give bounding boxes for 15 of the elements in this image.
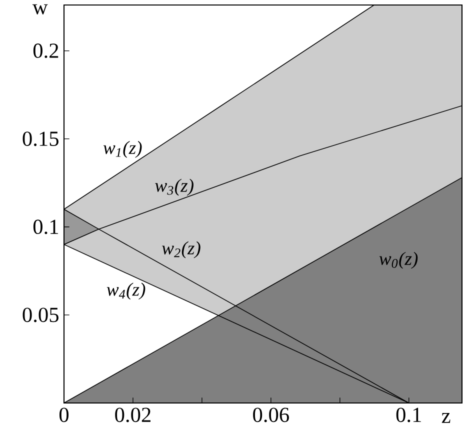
- y-tick-label: 0.2: [33, 44, 58, 58]
- series-label: w$_{2}$(z): [162, 241, 200, 258]
- y-tick-label: 0.15: [22, 132, 58, 146]
- y-axis-title: w: [32, 4, 48, 14]
- x-tick-label: 0.06: [253, 408, 289, 422]
- x-tick-label: 0.02: [115, 408, 150, 422]
- x-tick-label: 0.1: [396, 408, 421, 422]
- y-tick-label: 0.05: [22, 308, 58, 322]
- y-tick-label: 0.1: [33, 220, 58, 234]
- series-label: w$_{3}$(z): [155, 178, 194, 196]
- series-label: w$_{4}$(z): [106, 282, 146, 300]
- legend-label: w$_{1}$(z): [103, 140, 142, 158]
- x-axis-title: z: [442, 413, 450, 423]
- x-tick-label: 0: [59, 408, 69, 422]
- series-label: w$_{0}$(z): [379, 252, 418, 269]
